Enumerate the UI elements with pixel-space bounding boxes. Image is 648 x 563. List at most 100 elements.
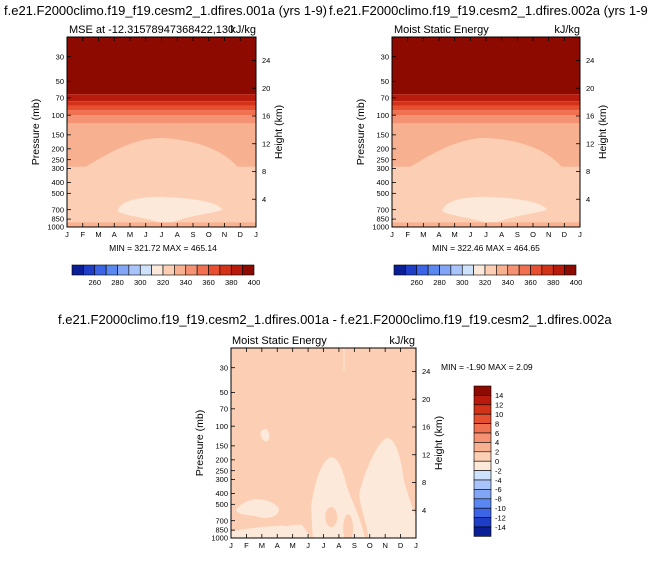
colorbar-panel3-swatch — [473, 489, 492, 500]
panel3-variable-label: Moist Static Energy — [232, 335, 327, 347]
colorbar-panel2-swatch — [530, 264, 543, 276]
panel2-xtick-label: J — [468, 230, 472, 239]
panel2-ytick-label: 1000 — [372, 223, 389, 232]
panel2-htick-label: 24 — [586, 56, 594, 65]
panel2-xtick-label: J — [390, 230, 394, 239]
panel3-negative-region-2 — [235, 499, 279, 519]
colorbar-panel2-label: 340 — [501, 278, 514, 287]
colorbar-panel3-swatch — [473, 442, 492, 453]
colorbar-panel1-swatch — [128, 264, 141, 276]
colorbar-panel2-label: 320 — [479, 278, 492, 287]
panel1-minmax: MIN = 321.72 MAX = 465.14 — [109, 243, 217, 253]
panel3-ytick-label: 400 — [215, 489, 228, 498]
panel1-xtick-label: M — [127, 230, 133, 239]
panel3-units: kJ/kg — [389, 335, 415, 347]
panel1-ytick-label: 200 — [51, 144, 64, 153]
panel3-ytick-label: 200 — [215, 455, 228, 464]
colorbar-panel1-swatch — [208, 264, 221, 276]
panel1-xtick-label: M — [95, 230, 101, 239]
panel1-band-4 — [67, 110, 256, 116]
panel3-ylabel: Pressure (mb) — [194, 410, 206, 477]
colorbar-panel1-swatch — [117, 264, 130, 276]
panel1-xtick-label: A — [175, 230, 180, 239]
panel3-negative-region-5 — [343, 348, 345, 371]
panel1-ytick-label: 850 — [51, 215, 64, 224]
panel1-ytick-label: 50 — [56, 77, 64, 86]
panel1-variable-label: MSE at -12.31578947368422,130 — [69, 24, 234, 36]
panel3-ytick-label: 150 — [215, 441, 228, 450]
panel1-band-2 — [67, 101, 256, 106]
panel2-ytick-label: 500 — [376, 189, 389, 198]
panel1-htick-label: 8 — [262, 167, 266, 176]
colorbar-panel3-swatch — [473, 451, 492, 462]
panel2-ytick-label: 150 — [376, 130, 389, 139]
panel1-ytick-label: 500 — [51, 189, 64, 198]
colorbar-panel2-label: 380 — [547, 278, 560, 287]
panel1-units: kJ/kg — [230, 24, 256, 36]
panel3-ytick-label: 100 — [215, 422, 228, 431]
panel1-ytick-label: 250 — [51, 155, 64, 164]
colorbar-panel3-swatch — [473, 385, 492, 396]
panel3-ytick-label: 50 — [220, 388, 228, 397]
colorbar-panel3-swatch — [473, 507, 492, 518]
panel2-xtick-label: J — [484, 230, 488, 239]
panel2-ytick-label: 300 — [376, 164, 389, 173]
panel2-htick-label: 8 — [586, 167, 590, 176]
panel1-band-3 — [67, 105, 256, 111]
colorbar-panel2-label: 400 — [570, 278, 583, 287]
colorbar-panel3-swatch — [473, 460, 492, 471]
panel2-xtick-label: J — [578, 230, 582, 239]
colorbar-panel3-label: 8 — [495, 419, 499, 428]
panel3-xtick-label: M — [290, 541, 296, 550]
colorbar-panel3-swatch — [473, 526, 492, 537]
panel2-xtick-label: F — [405, 230, 410, 239]
panel3-ytick-label: 300 — [215, 475, 228, 484]
panel2-chart: Moist Static Energy kJ/kg J F M A M J J A S O N D J 3… — [355, 24, 609, 253]
panel3-positive-patch-1 — [343, 514, 354, 538]
colorbar-panel1-label: 280 — [111, 278, 124, 287]
panel1-chart: MSE at -12.31578947368422,130 kJ/kg J F M A… — [30, 24, 285, 253]
panel2-band-0 — [392, 37, 580, 95]
panel2-xtick-label: M — [420, 230, 426, 239]
panel2-band-1 — [392, 94, 580, 102]
panel2-ytick-label: 250 — [376, 155, 389, 164]
panel2-ytick-label: 700 — [376, 205, 389, 214]
colorbar-panel2-swatch — [541, 264, 554, 276]
panel3-positive-patch-0 — [325, 507, 338, 528]
colorbar-panel1-swatch — [139, 264, 152, 276]
panel2-htick-label: 4 — [586, 195, 590, 204]
panel1-htick-label: 16 — [262, 112, 270, 121]
panel2-xtick-label: A — [499, 230, 504, 239]
panel2-band-4 — [392, 110, 580, 116]
colorbar-panel1-swatch — [162, 264, 175, 276]
panel1-xtick-label: N — [222, 230, 227, 239]
panel3-htick-label: 12 — [422, 450, 430, 459]
panel3-htick-label: 8 — [422, 478, 426, 487]
colorbar-panel3-label: 4 — [495, 438, 499, 447]
colorbar-panel1: 260 280 300 320 340 360 380 400 — [71, 264, 260, 287]
colorbar-panel2: 260 280 300 320 340 360 380 400 — [393, 264, 583, 287]
panel3-xtick-label: J — [306, 541, 310, 550]
colorbar-panel2-swatch — [518, 264, 531, 276]
colorbar-panel3-label: 2 — [495, 448, 499, 457]
colorbar-panel2-swatch — [405, 264, 418, 276]
colorbar-panel2-swatch — [450, 264, 463, 276]
colorbar-panel2-swatch — [484, 264, 497, 276]
panel1-ytick-label: 150 — [51, 130, 64, 139]
panel2-ylabel: Pressure (mb) — [355, 99, 367, 166]
panel2-xtick-label: O — [530, 230, 536, 239]
panel3-ytick-label: 850 — [215, 526, 228, 535]
colorbar-panel3-swatch — [473, 517, 492, 528]
colorbar-panel3-label: 0 — [495, 457, 499, 466]
panel3-xtick-label: O — [367, 541, 373, 550]
panel2-field — [392, 37, 580, 227]
panel2-ylabel-right: Height (km) — [597, 105, 609, 159]
panel3-field — [231, 348, 416, 538]
colorbar-panel1-swatch — [83, 264, 96, 276]
panel2-xtick-label: M — [452, 230, 458, 239]
panel3-xtick-label: F — [244, 541, 249, 550]
colorbar-panel2-swatch — [416, 264, 429, 276]
panel3-htick-label: 24 — [422, 367, 430, 376]
panel2-htick-label: 12 — [586, 139, 594, 148]
